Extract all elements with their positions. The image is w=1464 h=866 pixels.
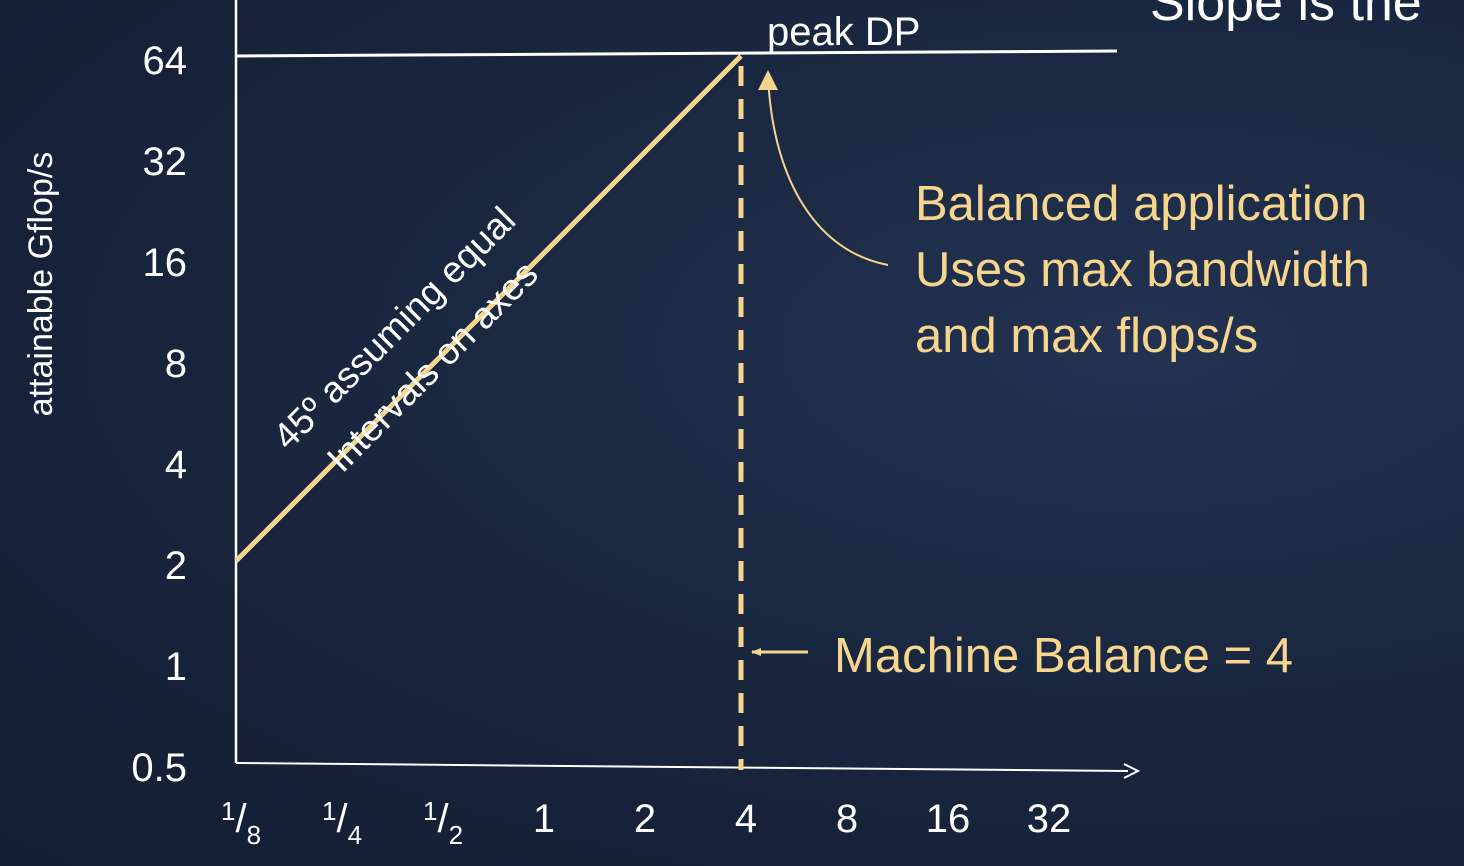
balanced-callout-arrowhead (758, 70, 778, 90)
peak-dp-line (235, 49, 1118, 58)
bandwidth-slope-line (234, 54, 743, 563)
x-tick-label: 2 (634, 797, 656, 841)
y-tick-label: 32 (143, 140, 188, 184)
corner-text: Slope is the (1150, 0, 1422, 32)
y-tick-labels: 0.5 1 2 4 8 16 32 64 (131, 39, 187, 790)
y-tick-label: 1 (165, 645, 187, 689)
balanced-line-2: Uses max bandwidth (915, 243, 1370, 297)
x-tick-label: 1 (533, 797, 555, 841)
x-tick-label: 4 (735, 797, 757, 841)
y-tick-label: 2 (165, 544, 187, 588)
x-tick-label: 32 (1027, 797, 1072, 841)
balanced-line-3: and max flops/s (915, 309, 1258, 363)
x-axis (235, 762, 1129, 772)
y-tick-label: 8 (165, 342, 187, 386)
x-tick-label: 8 (836, 797, 858, 841)
x-tick-label: 1/2 (423, 796, 463, 850)
peak-dp-label: peak DP (767, 10, 920, 54)
y-axis-label: attainable Gflop/s (22, 152, 60, 417)
y-tick-label: 4 (165, 443, 187, 487)
slope-annotation: 45º assuming equal Intervals on axes (265, 199, 546, 480)
x-axis-arrowhead (1123, 763, 1141, 779)
y-tick-label: 0.5 (131, 746, 187, 790)
x-tick-label: 1/4 (322, 796, 362, 850)
balanced-line-1: Balanced application (915, 177, 1367, 231)
x-tick-label: 1/8 (221, 796, 261, 850)
x-tick-label: 16 (926, 797, 971, 841)
y-tick-label: 16 (143, 241, 188, 285)
y-tick-label: 64 (143, 39, 188, 83)
balanced-callout-arrow (767, 75, 889, 266)
machine-balance-label: Machine Balance = 4 (834, 629, 1293, 683)
x-tick-labels: 1/8 1/4 1/2 1 2 4 8 16 32 (221, 796, 1071, 850)
corner-bullet: • (1062, 0, 1080, 20)
balanced-application-note: Balanced application Uses max bandwidth … (915, 177, 1370, 363)
